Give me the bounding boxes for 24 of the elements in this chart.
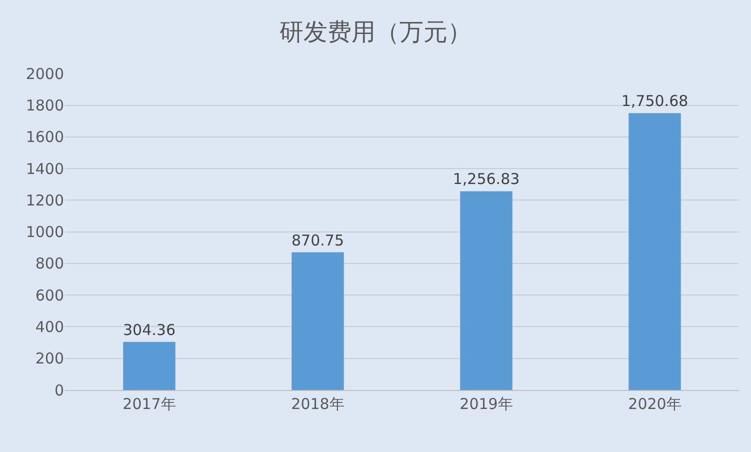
y-tick-label: 200 (35, 350, 64, 368)
bar (460, 191, 512, 390)
y-tick-label: 1000 (26, 223, 64, 242)
y-tick-label: 1200 (26, 191, 64, 210)
bar (123, 342, 176, 390)
x-tick-label: 2017年 (122, 395, 176, 413)
y-tick-label: 1400 (26, 160, 64, 178)
x-tick-label: 2018年 (291, 395, 344, 413)
y-tick-label: 1600 (26, 128, 64, 146)
data-label: 1,750.68 (621, 92, 688, 110)
data-label: 870.75 (292, 231, 344, 250)
x-tick-label: 2020年 (628, 395, 682, 413)
data-label: 304.36 (123, 320, 176, 339)
chart-title: 研发费用（万元） (280, 18, 472, 46)
bar (628, 113, 681, 390)
x-tick-label: 2019年 (460, 395, 513, 413)
bar (292, 252, 344, 390)
y-tick-label: 800 (35, 254, 64, 273)
y-tick-label: 1800 (26, 96, 64, 115)
y-tick-label: 2000 (26, 64, 64, 83)
y-tick-label: 0 (54, 381, 64, 400)
y-tick-label: 400 (35, 318, 64, 336)
y-tick-label: 600 (35, 286, 64, 304)
data-label: 1,256.83 (452, 170, 520, 188)
